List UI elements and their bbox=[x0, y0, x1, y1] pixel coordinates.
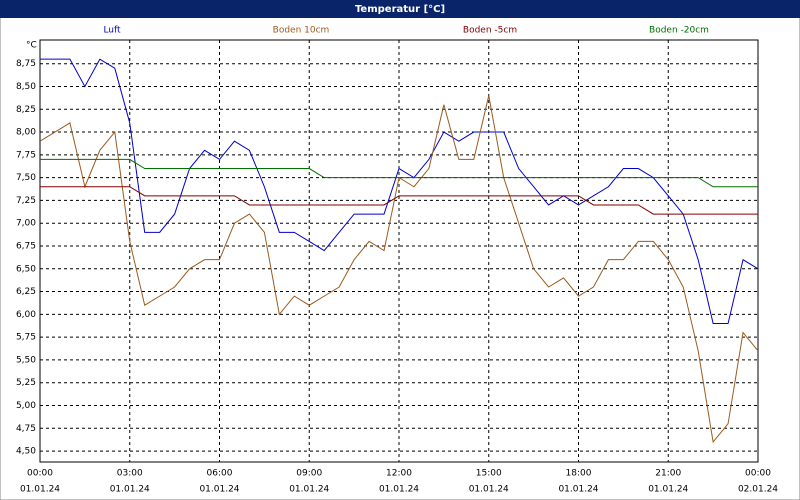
line-series bbox=[40, 186, 758, 215]
y-tick-label: 8,75 bbox=[16, 59, 36, 69]
x-tick-date: 01.01.24 bbox=[110, 485, 150, 495]
x-tick-date: 01.01.24 bbox=[648, 485, 688, 495]
y-tick-label: 6,75 bbox=[16, 241, 36, 251]
y-tick-label: 7,25 bbox=[16, 196, 36, 206]
line-series bbox=[40, 158, 758, 188]
x-tick-label: 03:00 bbox=[117, 469, 143, 479]
x-tick-date: 01.01.24 bbox=[379, 485, 419, 495]
x-tick-label: 00:00 bbox=[745, 469, 771, 479]
y-tick-label: 8,25 bbox=[16, 105, 36, 115]
y-tick-label: 4,50 bbox=[16, 447, 36, 457]
x-tick-label: 06:00 bbox=[207, 469, 233, 479]
x-tick-label: 00:00 bbox=[27, 469, 53, 479]
y-tick-label: 6,50 bbox=[16, 264, 36, 274]
y-tick-label: 7,75 bbox=[16, 150, 36, 160]
y-tick-label: 5,00 bbox=[16, 401, 36, 411]
title-bar bbox=[0, 0, 800, 18]
x-tick-date: 01.01.24 bbox=[469, 485, 509, 495]
x-tick-date: 01.01.24 bbox=[289, 485, 329, 495]
line-series bbox=[40, 58, 759, 324]
y-tick-label: 5,75 bbox=[16, 333, 36, 343]
x-tick-date: 02.01.24 bbox=[738, 485, 778, 495]
legend-label: Boden -20cm bbox=[649, 26, 709, 36]
legend-label: Luft bbox=[103, 26, 121, 36]
chart-title: Temperatur [°C] bbox=[355, 4, 445, 15]
y-tick-label: 8,00 bbox=[16, 128, 36, 138]
y-axis-label: °C bbox=[26, 41, 37, 51]
x-tick-label: 15:00 bbox=[476, 469, 502, 479]
y-tick-label: 6,25 bbox=[16, 287, 36, 297]
x-tick-label: 09:00 bbox=[296, 469, 322, 479]
y-tick-label: 5,50 bbox=[16, 355, 36, 365]
y-tick-label: 5,25 bbox=[16, 378, 36, 388]
y-tick-label: 4,75 bbox=[16, 424, 36, 434]
x-tick-date: 01.01.24 bbox=[558, 485, 598, 495]
y-tick-label: 7,50 bbox=[16, 173, 36, 183]
x-tick-label: 12:00 bbox=[386, 469, 412, 479]
x-tick-label: 18:00 bbox=[566, 469, 592, 479]
y-tick-label: 6,00 bbox=[16, 310, 36, 320]
legend-label: Boden -5cm bbox=[463, 26, 517, 36]
y-tick-label: 8,50 bbox=[16, 82, 36, 92]
x-tick-date: 01.01.24 bbox=[20, 485, 60, 495]
x-tick-date: 01.01.24 bbox=[199, 485, 239, 495]
x-tick-label: 21:00 bbox=[655, 469, 681, 479]
y-tick-label: 7,00 bbox=[16, 219, 36, 229]
legend-label: Boden 10cm bbox=[273, 26, 330, 36]
